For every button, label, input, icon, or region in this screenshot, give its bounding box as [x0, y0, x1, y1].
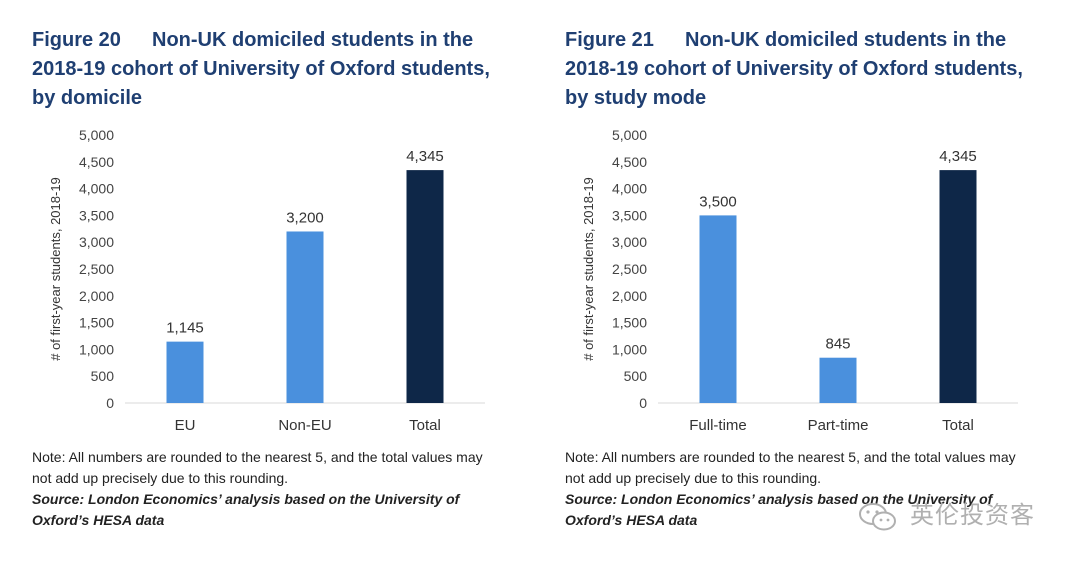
- y-tick-label: 0: [639, 395, 647, 411]
- y-tick-label: 3,500: [612, 207, 647, 223]
- data-label: 3,200: [286, 209, 324, 226]
- figure-20-title: Figure 20 Non-UK domiciled students in th…: [32, 26, 502, 113]
- bar-non-eu: [286, 231, 324, 403]
- bar-part-time: [819, 357, 857, 403]
- figure-21-title-text: Non-UK domiciled students in the 2018-19…: [565, 29, 1023, 109]
- data-label: 3,500: [699, 193, 737, 210]
- bar-total: [406, 170, 444, 403]
- x-category-label: Full-time: [689, 417, 747, 434]
- watermark-text: 英伦投资客: [910, 502, 1035, 529]
- figure-21-number: Figure 21: [565, 29, 654, 51]
- x-category-label: Non-EU: [278, 417, 331, 434]
- y-tick-label: 500: [91, 368, 115, 384]
- bar-full-time: [699, 215, 737, 403]
- y-tick-label: 4,500: [612, 154, 647, 170]
- y-tick-label: 1,000: [612, 341, 647, 357]
- y-tick-label: 2,000: [79, 288, 114, 304]
- y-tick-label: 2,500: [612, 261, 647, 277]
- y-tick-label: 4,000: [79, 181, 114, 197]
- y-tick-label: 1,000: [79, 341, 114, 357]
- y-tick-label: 3,000: [612, 234, 647, 250]
- y-tick-label: 5,000: [612, 127, 647, 143]
- x-category-label: Total: [942, 417, 974, 434]
- y-tick-label: 1,500: [79, 315, 114, 331]
- y-axis-title: # of first-year students, 2018-19: [48, 177, 63, 361]
- figure-21-note-block: Note: All numbers are rounded to the nea…: [565, 447, 1035, 531]
- y-tick-label: 500: [624, 368, 648, 384]
- figure-20-chart: # of first-year students, 2018-19 0 500 1,0…: [48, 127, 485, 434]
- figure-21-chart: # of first-year students, 2018-19 0 500 1,0…: [581, 127, 1018, 434]
- bar-total: [939, 170, 977, 403]
- figure-21-source: Source: London Economics’ analysis based…: [565, 491, 993, 528]
- data-label: 1,145: [166, 320, 204, 337]
- x-category-label: Total: [409, 417, 441, 434]
- x-category-label: EU: [175, 417, 196, 434]
- y-tick-label: 3,000: [79, 234, 114, 250]
- y-tick-label: 5,000: [79, 127, 114, 143]
- x-category-label: Part-time: [808, 417, 869, 434]
- figure-20-note: Note: All numbers are rounded to the nea…: [32, 449, 483, 486]
- figure-21-panel: Figure 21 Non-UK domiciled students in th…: [533, 0, 1053, 562]
- y-tick-label: 1,500: [612, 315, 647, 331]
- wechat-icon: [859, 503, 896, 531]
- watermark: 英伦投资客: [858, 496, 1058, 536]
- figure-20-source: Source: London Economics’ analysis based…: [32, 491, 460, 528]
- bar-eu: [166, 341, 204, 403]
- y-axis-title: # of first-year students, 2018-19: [581, 177, 596, 361]
- figure-20-note-block: Note: All numbers are rounded to the nea…: [32, 447, 502, 531]
- y-tick-label: 3,500: [79, 207, 114, 223]
- y-tick-label: 4,000: [612, 181, 647, 197]
- data-label: 4,345: [939, 148, 977, 165]
- data-label: 845: [825, 336, 850, 353]
- figure-20-panel: Figure 20 Non-UK domiciled students in th…: [0, 0, 520, 562]
- y-tick-label: 2,500: [79, 261, 114, 277]
- figure-21-title: Figure 21 Non-UK domiciled students in th…: [565, 26, 1035, 113]
- y-tick-label: 2,000: [612, 288, 647, 304]
- y-tick-label: 0: [106, 395, 114, 411]
- data-label: 4,345: [406, 148, 444, 165]
- figure-20-title-text: Non-UK domiciled students in the 2018-19…: [32, 29, 490, 109]
- y-tick-label: 4,500: [79, 154, 114, 170]
- figure-20-number: Figure 20: [32, 29, 121, 51]
- figure-21-note: Note: All numbers are rounded to the nea…: [565, 449, 1016, 486]
